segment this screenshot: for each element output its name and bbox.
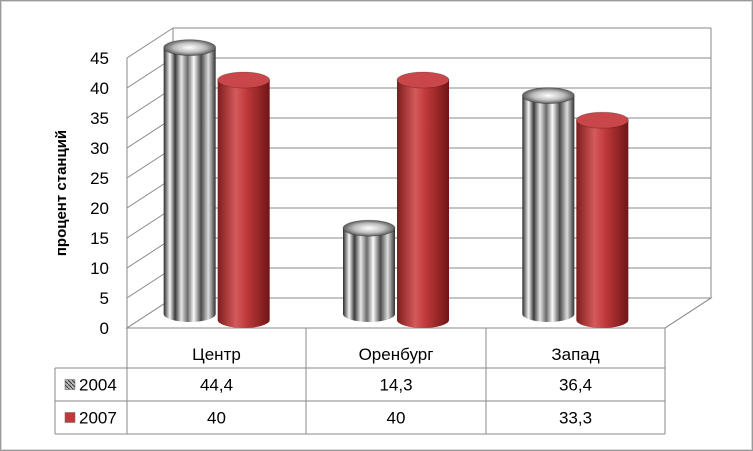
legend-swatch-2004 bbox=[64, 379, 76, 390]
bar-2007-2 bbox=[576, 120, 629, 328]
y-tick-label: 25 bbox=[90, 169, 109, 188]
bar-2007-0 bbox=[217, 80, 270, 328]
bar-2004-2 bbox=[522, 95, 575, 322]
category-label: Запад bbox=[551, 345, 599, 364]
bar-2004-0 bbox=[163, 47, 216, 322]
category-label: Оренбург bbox=[359, 345, 434, 364]
data-label: 36,4 bbox=[559, 376, 592, 395]
floor-edge bbox=[664, 297, 712, 329]
y-tick-label: 40 bbox=[90, 79, 109, 98]
bar-top-2007-2 bbox=[575, 111, 629, 129]
y-tick-label: 30 bbox=[90, 139, 109, 158]
gridline-side bbox=[126, 27, 174, 59]
category-label: Центр bbox=[192, 345, 241, 364]
y-tick-label: 15 bbox=[90, 229, 109, 248]
y-tick-label: 10 bbox=[90, 259, 109, 278]
legend-label: 2004 bbox=[79, 376, 117, 395]
y-tick-label: 5 bbox=[100, 289, 109, 308]
legend-swatch-2007 bbox=[64, 412, 76, 423]
y-tick-label: 0 bbox=[100, 319, 109, 338]
bar-top-2007-0 bbox=[217, 71, 271, 89]
y-tick-label: 35 bbox=[90, 109, 109, 128]
data-label: 40 bbox=[387, 409, 406, 428]
bar-top-2004-2 bbox=[521, 87, 575, 104]
data-label: 44,4 bbox=[200, 376, 233, 395]
bar-top-2004-0 bbox=[163, 39, 217, 56]
bar-2007-1 bbox=[397, 80, 449, 328]
legend-label: 2007 bbox=[79, 409, 117, 428]
y-tick-label: 45 bbox=[90, 49, 109, 68]
y-axis-label: процент станций bbox=[53, 130, 70, 256]
bar-top-2004-1 bbox=[342, 219, 396, 237]
data-label: 33,3 bbox=[559, 409, 592, 428]
data-label: 14,3 bbox=[379, 376, 412, 395]
bar-2004-1 bbox=[343, 228, 395, 322]
y-tick-label: 20 bbox=[90, 199, 109, 218]
bar-top-2007-1 bbox=[396, 71, 450, 89]
data-label: 40 bbox=[207, 409, 226, 428]
